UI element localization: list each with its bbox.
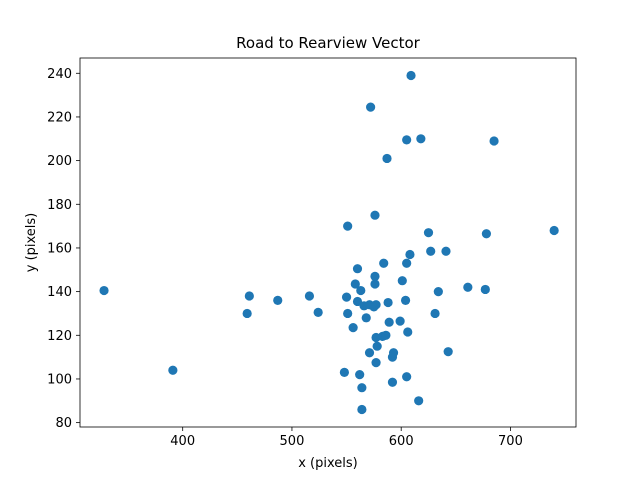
data-point-54 xyxy=(430,309,439,318)
data-point-3 xyxy=(245,291,254,300)
data-point-49 xyxy=(406,71,415,80)
data-point-23 xyxy=(366,103,375,112)
x-tick-label-1: 500 xyxy=(280,434,305,449)
data-point-27 xyxy=(370,211,379,220)
data-point-35 xyxy=(382,154,391,163)
y-tick-label-1: 100 xyxy=(47,372,72,387)
data-point-13 xyxy=(353,264,362,273)
data-point-9 xyxy=(343,309,352,318)
data-point-7 xyxy=(340,368,349,377)
y-tick-label-0: 80 xyxy=(55,416,72,431)
data-point-41 xyxy=(396,317,405,326)
x-axis-label: x (pixels) xyxy=(298,456,358,471)
data-point-48 xyxy=(405,250,414,259)
data-point-60 xyxy=(482,229,491,238)
data-point-43 xyxy=(401,296,410,305)
y-tick-label-4: 160 xyxy=(47,241,72,256)
data-point-53 xyxy=(426,247,435,256)
data-point-55 xyxy=(434,287,443,296)
y-tick-label-6: 200 xyxy=(47,154,72,169)
chart-title: Road to Rearview Vector xyxy=(236,34,421,52)
data-point-29 xyxy=(371,358,380,367)
data-point-52 xyxy=(424,228,433,237)
data-point-39 xyxy=(388,378,397,387)
data-point-51 xyxy=(416,134,425,143)
data-point-50 xyxy=(414,396,423,405)
data-point-31 xyxy=(373,342,382,351)
data-point-6 xyxy=(314,308,323,317)
data-point-42 xyxy=(398,276,407,285)
data-point-57 xyxy=(444,347,453,356)
data-point-47 xyxy=(403,327,412,336)
data-point-37 xyxy=(385,318,394,327)
data-point-45 xyxy=(402,259,411,268)
x-tick-label-0: 400 xyxy=(170,434,195,449)
data-point-18 xyxy=(357,405,366,414)
data-point-56 xyxy=(441,247,450,256)
x-tick-label-3: 700 xyxy=(498,434,523,449)
data-point-5 xyxy=(305,291,314,300)
data-point-2 xyxy=(243,309,252,318)
data-point-46 xyxy=(402,372,411,381)
data-point-33 xyxy=(379,259,388,268)
y-tick-label-3: 140 xyxy=(47,285,72,300)
y-tick-label-5: 180 xyxy=(47,198,72,213)
data-point-17 xyxy=(357,383,366,392)
data-point-40 xyxy=(389,348,398,357)
data-point-8 xyxy=(342,292,351,301)
data-point-28 xyxy=(371,300,380,309)
data-point-58 xyxy=(463,283,472,292)
data-point-15 xyxy=(355,370,364,379)
y-tick-label-2: 120 xyxy=(47,329,72,344)
data-point-34 xyxy=(381,331,390,340)
y-tick-label-7: 220 xyxy=(47,110,72,125)
data-point-4 xyxy=(273,296,282,305)
data-point-36 xyxy=(383,298,392,307)
data-point-0 xyxy=(99,286,108,295)
data-point-16 xyxy=(356,286,365,295)
y-tick-label-8: 240 xyxy=(47,67,72,82)
y-axis-label: y (pixels) xyxy=(24,213,39,273)
data-point-61 xyxy=(489,136,498,145)
data-point-62 xyxy=(550,226,559,235)
data-point-11 xyxy=(349,323,358,332)
data-point-10 xyxy=(343,222,352,231)
x-tick-label-2: 600 xyxy=(389,434,414,449)
data-point-44 xyxy=(402,135,411,144)
data-point-1 xyxy=(168,366,177,375)
data-point-59 xyxy=(481,285,490,294)
data-point-22 xyxy=(365,348,374,357)
data-point-20 xyxy=(362,313,371,322)
data-point-26 xyxy=(370,272,379,281)
